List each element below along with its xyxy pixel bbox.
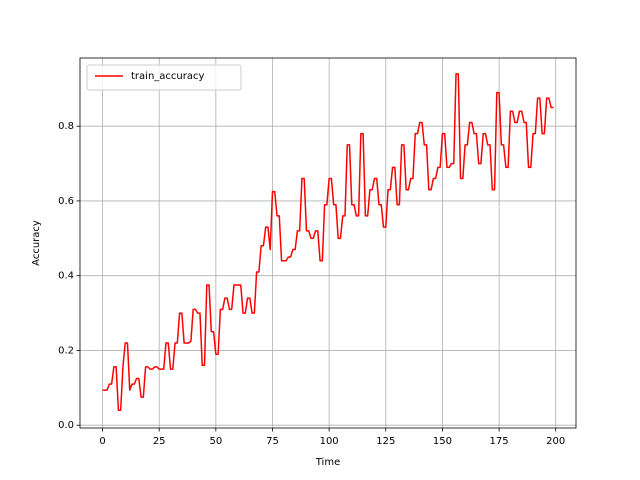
x-tick-label: 100 bbox=[320, 436, 339, 447]
x-tick-label: 25 bbox=[153, 436, 166, 447]
data-line bbox=[102, 73, 554, 411]
x-tick-label: 75 bbox=[266, 436, 279, 447]
y-tick-label: 0.6 bbox=[58, 196, 74, 207]
x-tick-label: 200 bbox=[546, 436, 565, 447]
axes-frame bbox=[79, 57, 577, 429]
y-axis-label: Accuracy bbox=[31, 220, 42, 266]
x-tick-label: 175 bbox=[490, 436, 509, 447]
x-axis-label: Time bbox=[315, 457, 340, 468]
x-tick-label: 50 bbox=[209, 436, 222, 447]
legend-label: train_accuracy bbox=[131, 71, 204, 82]
legend-box bbox=[86, 64, 242, 91]
y-tick-label: 0.8 bbox=[58, 121, 74, 132]
x-tick-label: 0 bbox=[99, 436, 105, 447]
x-tick-label: 150 bbox=[433, 436, 452, 447]
y-tick-label: 0.0 bbox=[58, 420, 74, 431]
x-tick-label: 125 bbox=[376, 436, 395, 447]
y-tick-label: 0.4 bbox=[58, 271, 74, 282]
y-tick-label: 0.2 bbox=[58, 345, 74, 356]
